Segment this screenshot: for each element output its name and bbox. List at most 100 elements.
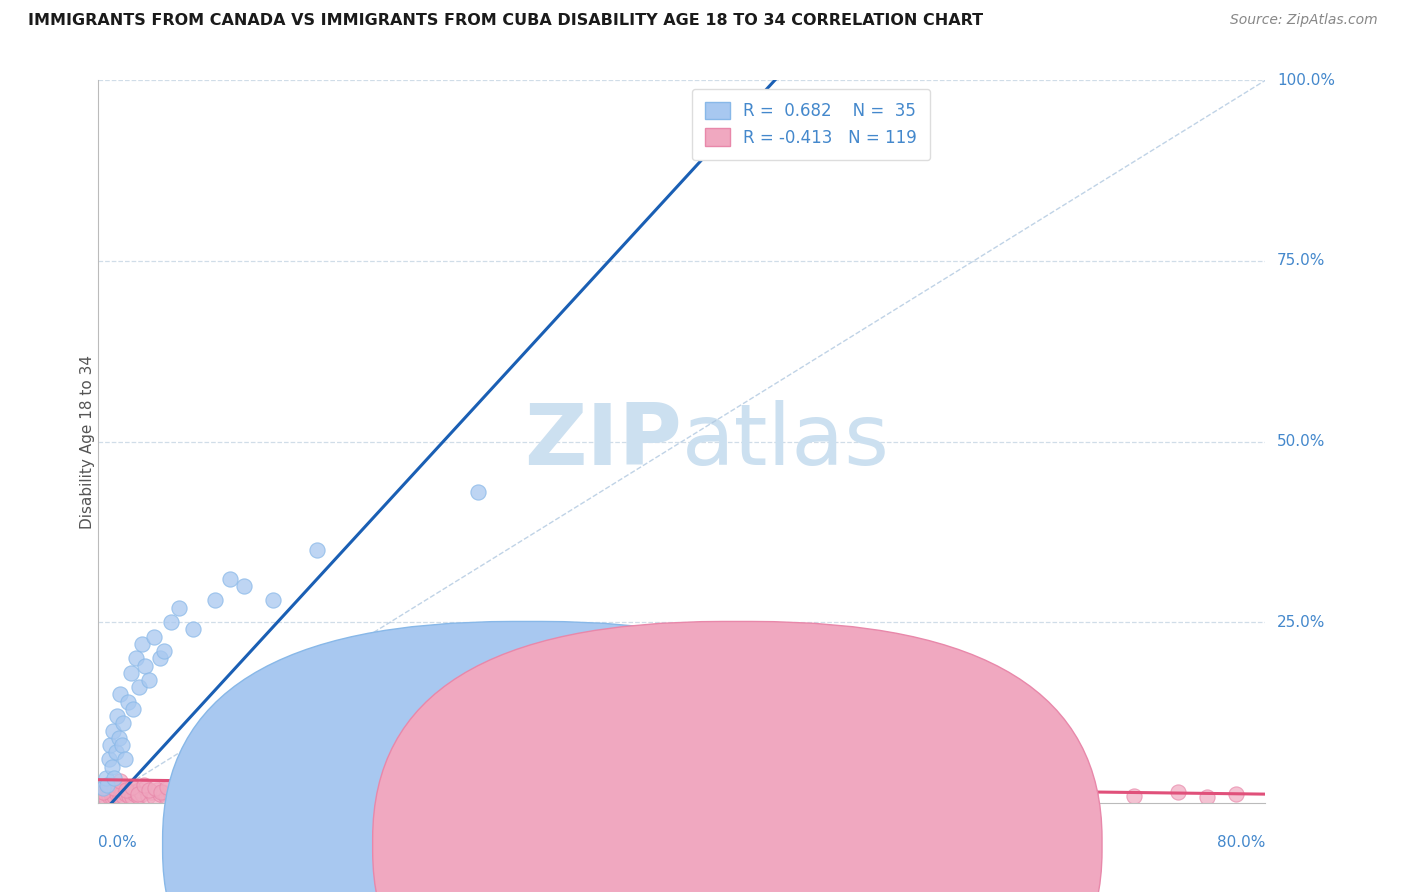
Point	[627, 785, 650, 799]
Point	[149, 787, 172, 801]
Point	[101, 778, 124, 792]
Text: ZIP: ZIP	[524, 400, 682, 483]
Point	[190, 787, 212, 801]
Point	[101, 723, 124, 738]
Point	[226, 785, 249, 799]
Point	[204, 593, 226, 607]
Point	[132, 778, 155, 792]
Point	[218, 787, 240, 801]
Point	[371, 789, 394, 803]
Point	[817, 785, 839, 799]
Point	[105, 787, 128, 801]
Point	[437, 790, 460, 805]
Point	[110, 687, 132, 701]
Point	[142, 630, 165, 644]
Point	[350, 787, 373, 801]
Point	[831, 789, 853, 803]
Point	[110, 790, 132, 805]
Point	[197, 785, 219, 799]
Point	[149, 651, 172, 665]
Point	[714, 790, 737, 805]
Text: 0.0%: 0.0%	[98, 835, 138, 850]
Point	[540, 789, 562, 803]
Text: 80.0%: 80.0%	[1218, 835, 1265, 850]
Point	[787, 789, 810, 803]
Point	[134, 781, 156, 796]
Text: IMMIGRANTS FROM CANADA VS IMMIGRANTS FROM CUBA DISABILITY AGE 18 TO 34 CORRELATI: IMMIGRANTS FROM CANADA VS IMMIGRANTS FRO…	[28, 13, 983, 29]
Point	[134, 658, 156, 673]
Point	[488, 789, 510, 803]
Point	[167, 600, 190, 615]
Legend: R =  0.682    N =  35, R = -0.413   N = 119: R = 0.682 N = 35, R = -0.413 N = 119	[692, 88, 931, 160]
Point	[167, 785, 190, 799]
Point	[112, 789, 135, 803]
Point	[152, 785, 174, 799]
Point	[181, 781, 204, 796]
Point	[124, 787, 146, 801]
Point	[1167, 785, 1189, 799]
Point	[948, 789, 970, 803]
Point	[254, 787, 277, 801]
Text: 75.0%: 75.0%	[1277, 253, 1326, 268]
Point	[150, 785, 173, 799]
Point	[524, 787, 547, 801]
Point	[160, 787, 183, 801]
Point	[127, 789, 149, 803]
Point	[408, 787, 430, 801]
Point	[181, 782, 204, 797]
Point	[121, 790, 143, 805]
Point	[138, 673, 160, 687]
Point	[111, 738, 134, 752]
Text: atlas: atlas	[682, 400, 890, 483]
Point	[125, 785, 148, 799]
Point	[122, 702, 145, 716]
Point	[131, 637, 153, 651]
Point	[96, 781, 118, 796]
Point	[1195, 790, 1218, 805]
Point	[115, 782, 138, 797]
Point	[157, 781, 180, 796]
Point	[211, 782, 233, 797]
Point	[114, 781, 136, 796]
Point	[138, 782, 160, 797]
Point	[700, 787, 723, 801]
Point	[1225, 787, 1247, 801]
Text: Immigrants from Canada: Immigrants from Canada	[548, 843, 738, 857]
Point	[307, 542, 329, 557]
Point	[197, 785, 219, 799]
Point	[94, 771, 117, 785]
Point	[598, 695, 620, 709]
Point	[103, 789, 125, 803]
Point	[343, 787, 366, 801]
Point	[307, 785, 329, 799]
Point	[104, 745, 127, 759]
Point	[91, 785, 114, 799]
Text: 100.0%: 100.0%	[1277, 73, 1336, 87]
Point	[118, 789, 141, 803]
Point	[155, 789, 177, 803]
Point	[120, 785, 142, 799]
Point	[284, 789, 307, 803]
Point	[467, 789, 489, 803]
Point	[1123, 789, 1146, 803]
Point	[96, 778, 118, 792]
Point	[111, 785, 134, 799]
Point	[112, 716, 135, 731]
Point	[103, 771, 125, 785]
Point	[156, 780, 179, 794]
Point	[1035, 790, 1057, 805]
Point	[98, 785, 121, 799]
Point	[103, 781, 125, 796]
Point	[122, 781, 145, 796]
Point	[277, 785, 299, 799]
Text: 50.0%: 50.0%	[1277, 434, 1326, 449]
Point	[139, 785, 162, 799]
Point	[962, 789, 984, 803]
Point	[93, 785, 115, 799]
Point	[568, 782, 591, 797]
Point	[247, 782, 270, 797]
Point	[115, 787, 138, 801]
Point	[108, 780, 131, 794]
Point	[97, 789, 120, 803]
Y-axis label: Disability Age 18 to 34: Disability Age 18 to 34	[80, 354, 94, 529]
